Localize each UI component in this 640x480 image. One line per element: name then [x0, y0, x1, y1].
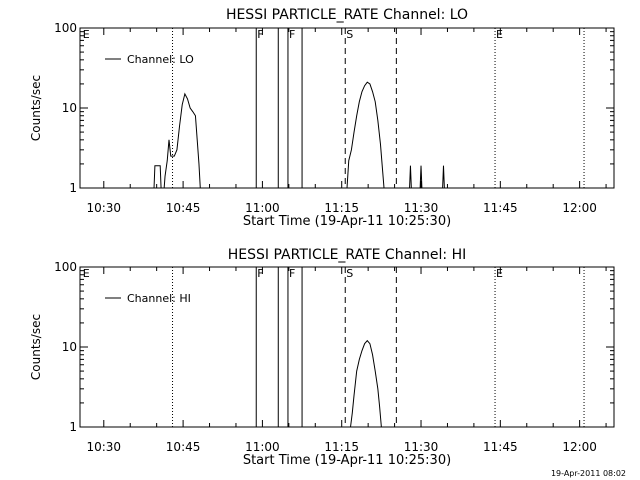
chart-panel-2: HESSI PARTICLE_RATE Channel: HI E F F S E 10:3…	[29, 247, 615, 468]
x-tick-label: 11:45	[483, 440, 518, 454]
legend-label: Channel: HI	[127, 292, 191, 305]
x-tick-label: 11:45	[483, 201, 518, 215]
x-tick-label: 12:00	[562, 440, 597, 454]
x-axis-label: Start Time (19-Apr-11 10:25:30)	[243, 453, 451, 468]
x-tick-label: 10:30	[86, 440, 121, 454]
x-axis-label: Start Time (19-Apr-11 10:25:30)	[243, 214, 451, 229]
y-tick-label: 1	[69, 181, 77, 195]
x-tick-label: 11:30	[404, 440, 439, 454]
x-tick-label: 10:45	[166, 440, 201, 454]
annotation-label: F	[257, 28, 263, 41]
footer-timestamp: 19-Apr-2011 08:02	[551, 469, 626, 478]
legend-label: Channel: LO	[127, 53, 194, 66]
x-tick-label: 11:00	[245, 201, 280, 215]
annotation-label: E	[83, 28, 90, 41]
x-tick-label: 11:15	[324, 201, 359, 215]
y-axis-label: Counts/sec	[29, 75, 43, 141]
annotation-label: S	[346, 267, 353, 280]
annotation-label: F	[257, 267, 263, 280]
y-tick-label: 100	[54, 260, 77, 274]
chart-title: HESSI PARTICLE_RATE Channel: LO	[226, 7, 468, 23]
annotation-label: S	[346, 28, 353, 41]
annotation-label: E	[496, 28, 503, 41]
x-tick-label: 11:00	[245, 440, 280, 454]
y-tick-label: 10	[62, 340, 77, 354]
x-tick-label: 11:15	[324, 440, 359, 454]
y-tick-label: 10	[62, 101, 77, 115]
chart-title: HESSI PARTICLE_RATE Channel: HI	[228, 247, 466, 263]
chart-panel-1: HESSI PARTICLE_RATE Channel: LO E F F S E 10:3…	[29, 7, 615, 229]
annotation-label: F	[289, 28, 295, 41]
y-tick-label: 1	[69, 420, 77, 434]
annotation-label: E	[83, 267, 90, 280]
plot-frame	[79, 266, 615, 428]
x-tick-label: 10:45	[166, 201, 201, 215]
x-tick-label: 10:30	[86, 201, 121, 215]
y-tick-label: 100	[54, 21, 77, 35]
plot-frame	[79, 27, 615, 189]
x-tick-label: 11:30	[404, 201, 439, 215]
y-axis-label: Counts/sec	[29, 314, 43, 380]
annotation-label: F	[289, 267, 295, 280]
series-line	[350, 339, 382, 428]
x-tick-label: 12:00	[562, 201, 597, 215]
series-line	[153, 81, 445, 189]
annotation-label: E	[496, 267, 503, 280]
